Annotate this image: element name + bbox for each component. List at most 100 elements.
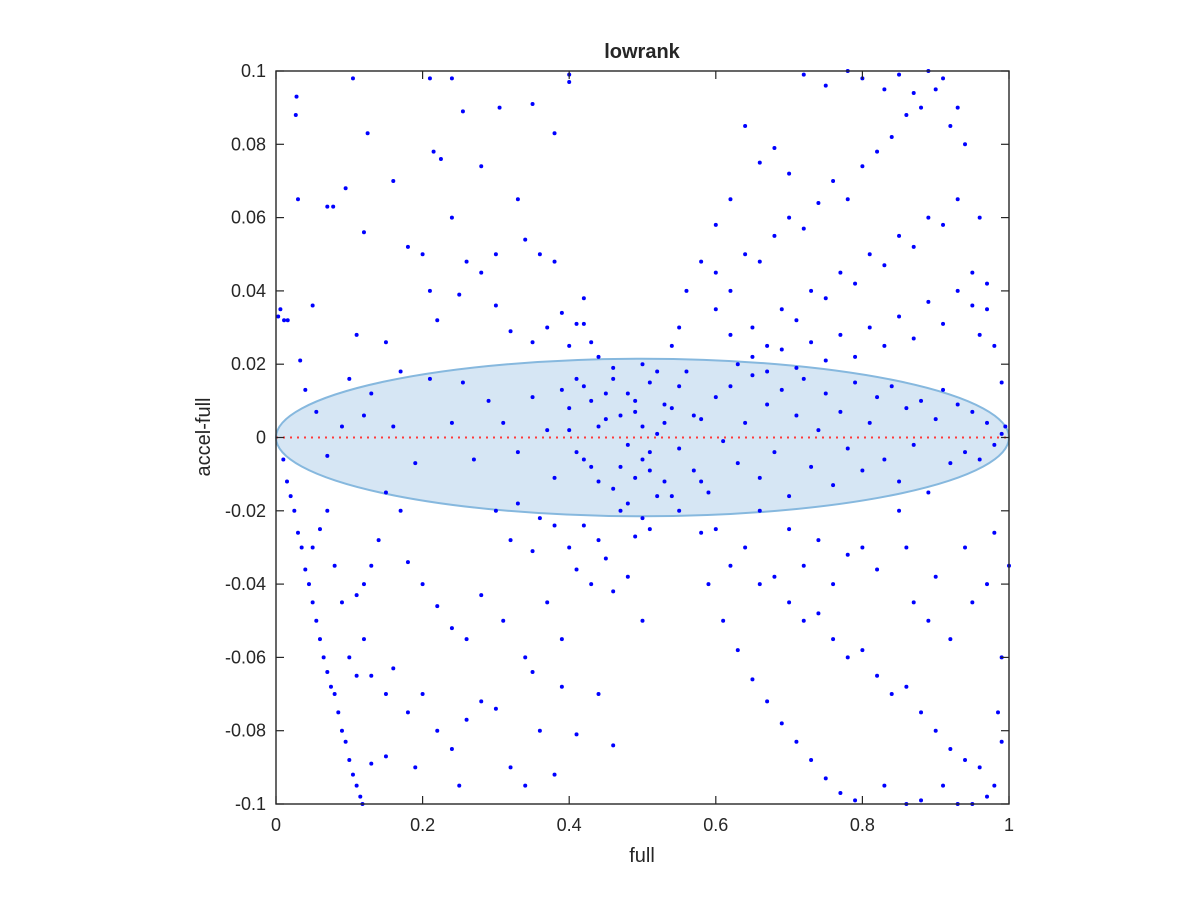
data-point xyxy=(278,307,283,312)
data-point xyxy=(464,637,469,642)
data-point xyxy=(941,783,946,788)
data-point xyxy=(369,391,374,396)
data-point xyxy=(706,490,711,495)
data-point xyxy=(677,384,682,389)
data-point xyxy=(611,589,616,594)
data-point xyxy=(545,325,550,330)
data-point xyxy=(875,567,880,572)
data-point xyxy=(794,318,799,323)
data-point xyxy=(823,296,828,301)
data-point xyxy=(449,76,454,81)
x-tick-label: 0 xyxy=(271,815,281,835)
data-point xyxy=(765,369,770,374)
data-point xyxy=(603,417,608,422)
data-point xyxy=(941,76,946,81)
data-point xyxy=(904,112,909,117)
x-axis-label: full xyxy=(629,845,655,867)
data-point xyxy=(464,717,469,722)
data-point xyxy=(801,376,806,381)
data-point xyxy=(596,692,601,697)
data-point xyxy=(294,94,299,99)
data-point xyxy=(537,728,542,733)
data-point xyxy=(787,215,792,220)
data-point xyxy=(574,450,579,455)
data-point xyxy=(955,288,960,293)
data-point xyxy=(589,464,594,469)
data-points xyxy=(276,69,1011,806)
data-point xyxy=(310,600,315,605)
data-point xyxy=(801,563,806,568)
data-point xyxy=(699,417,704,422)
data-point xyxy=(889,134,894,139)
data-point xyxy=(933,417,938,422)
data-point xyxy=(970,303,975,308)
y-tick-label: 0.04 xyxy=(231,281,266,301)
data-point xyxy=(926,618,931,623)
data-point xyxy=(343,739,348,744)
x-axis-ticks: 0 0.2 0.4 0.6 0.8 1 xyxy=(271,71,1014,835)
data-point xyxy=(559,637,564,642)
data-point xyxy=(779,387,784,392)
data-point xyxy=(882,783,887,788)
data-point xyxy=(831,582,836,587)
data-point xyxy=(779,347,784,352)
data-point xyxy=(677,508,682,513)
data-point xyxy=(559,310,564,315)
data-point xyxy=(282,318,287,323)
data-point xyxy=(611,376,616,381)
data-point xyxy=(992,442,997,447)
data-point xyxy=(303,567,308,572)
data-point xyxy=(567,79,572,84)
data-point xyxy=(845,552,850,557)
data-point xyxy=(728,563,733,568)
data-point xyxy=(816,538,821,543)
data-point xyxy=(325,453,330,458)
data-point xyxy=(325,204,330,209)
data-point xyxy=(383,490,388,495)
data-point xyxy=(295,197,300,202)
data-point xyxy=(853,380,858,385)
data-point xyxy=(735,362,740,367)
data-point xyxy=(625,442,630,447)
data-point xyxy=(530,395,535,400)
data-point xyxy=(977,215,982,220)
data-point xyxy=(882,87,887,92)
data-point xyxy=(823,776,828,781)
data-point xyxy=(552,523,557,528)
data-point xyxy=(596,354,601,359)
data-point xyxy=(757,582,762,587)
data-point xyxy=(479,699,484,704)
data-point xyxy=(640,516,645,521)
data-point xyxy=(743,252,748,257)
data-point xyxy=(317,527,322,532)
data-point xyxy=(867,420,872,425)
data-point xyxy=(963,758,968,763)
data-point xyxy=(625,391,630,396)
data-point xyxy=(809,340,814,345)
data-point xyxy=(361,230,366,235)
data-point xyxy=(706,582,711,587)
data-point xyxy=(325,670,330,675)
data-point xyxy=(413,765,418,770)
data-point xyxy=(787,600,792,605)
chart-title: lowrank xyxy=(604,41,680,63)
data-point xyxy=(794,739,799,744)
data-point xyxy=(999,380,1004,385)
data-point xyxy=(515,450,520,455)
data-point xyxy=(933,87,938,92)
data-point xyxy=(787,527,792,532)
y-axis-label: accel-full xyxy=(193,398,215,477)
data-point xyxy=(303,387,308,392)
data-point xyxy=(339,424,344,429)
data-point xyxy=(794,365,799,370)
data-point xyxy=(897,508,902,513)
data-point xyxy=(735,648,740,653)
data-point xyxy=(515,501,520,506)
data-point xyxy=(831,637,836,642)
data-point xyxy=(325,508,330,513)
data-point xyxy=(853,798,858,803)
data-point xyxy=(365,131,370,136)
data-point xyxy=(618,508,623,513)
data-point xyxy=(552,131,557,136)
data-point xyxy=(919,105,924,110)
